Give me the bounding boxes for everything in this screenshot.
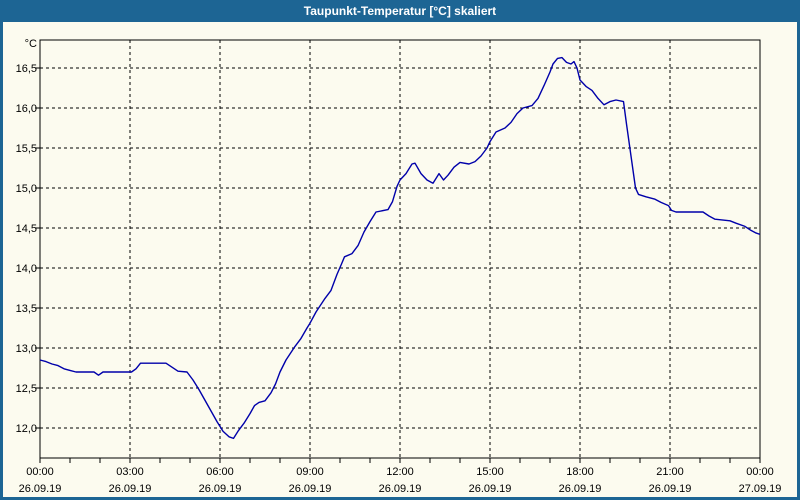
y-axis-unit-label: °C bbox=[25, 38, 37, 50]
x-tick-date-label: 26.09.19 bbox=[109, 483, 152, 495]
y-tick-label: 16,0 bbox=[16, 103, 37, 115]
x-tick-date-label: 26.09.19 bbox=[649, 483, 692, 495]
x-tick-date-label: 26.09.19 bbox=[19, 483, 62, 495]
x-tick-time-label: 18:00 bbox=[566, 466, 594, 478]
y-tick-label: 13,0 bbox=[16, 343, 37, 355]
x-tick-time-label: 03:00 bbox=[116, 466, 144, 478]
x-tick-date-label: 26.09.19 bbox=[559, 483, 602, 495]
x-tick-time-label: 06:00 bbox=[206, 466, 234, 478]
y-tick-label: 13,5 bbox=[16, 303, 37, 315]
chart-title: Taupunkt-Temperatur [°C] skaliert bbox=[303, 4, 497, 18]
x-tick-time-label: 09:00 bbox=[296, 466, 324, 478]
x-tick-time-label: 15:00 bbox=[476, 466, 504, 478]
y-tick-label: 12,0 bbox=[16, 423, 37, 435]
y-tick-label: 16,5 bbox=[16, 63, 37, 75]
x-tick-date-label: 26.09.19 bbox=[199, 483, 242, 495]
plot-area-border[interactable] bbox=[39, 39, 761, 459]
y-tick-label: 15,5 bbox=[16, 143, 37, 155]
x-tick-date-label: 27.09.19 bbox=[739, 483, 782, 495]
data-line bbox=[39, 56, 761, 440]
x-tick-date-label: 26.09.19 bbox=[469, 483, 512, 495]
y-tick-label: 15,0 bbox=[16, 183, 37, 195]
x-tick-time-label: 00:00 bbox=[746, 466, 774, 478]
x-tick-time-label: 12:00 bbox=[386, 466, 414, 478]
title-bar: Taupunkt-Temperatur [°C] skaliert bbox=[0, 0, 800, 22]
x-tick-date-label: 26.09.19 bbox=[379, 483, 422, 495]
y-tick-label: 14,5 bbox=[16, 223, 37, 235]
x-tick-date-label: 26.09.19 bbox=[289, 483, 332, 495]
x-tick-time-label: 00:00 bbox=[26, 466, 54, 478]
x-tick-time-label: 21:00 bbox=[656, 466, 684, 478]
y-tick-label: 14,0 bbox=[16, 263, 37, 275]
y-tick-label: 12,5 bbox=[16, 383, 37, 395]
